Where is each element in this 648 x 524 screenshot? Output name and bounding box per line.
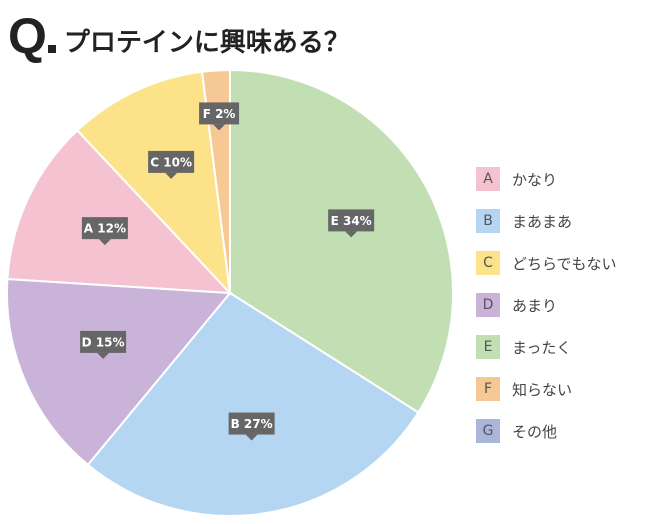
data-label-a: A 12%: [81, 217, 128, 246]
legend-item-d: D あまり: [476, 284, 617, 326]
question-text: プロテインに興味ある？: [63, 27, 350, 58]
data-label-pointer: [213, 124, 226, 131]
legend-item-e: E まったく: [476, 326, 617, 368]
legend-item-g: G その他: [476, 410, 617, 452]
pie-slice-b: [86, 291, 420, 517]
data-label-text: F 2%: [203, 107, 236, 121]
legend-label: かなり: [512, 170, 558, 189]
data-label-box: [81, 217, 128, 240]
legend-label: 知らない: [512, 380, 573, 399]
legend-label: どちらでもない: [512, 254, 617, 273]
data-label-e: E 34%: [328, 209, 375, 238]
legend-swatch: F: [476, 377, 500, 401]
data-label-box: [199, 102, 240, 125]
data-label-text: E 34%: [331, 214, 372, 228]
data-label-pointer: [345, 231, 358, 238]
legend-item-f: F 知らない: [476, 368, 617, 410]
data-label-f: F 2%: [199, 102, 240, 131]
legend-label: その他: [512, 422, 558, 441]
question-mark-q: Q: [8, 8, 47, 64]
legend-swatch: E: [476, 335, 500, 359]
data-label-text: D 15%: [82, 335, 125, 349]
data-label-pointer: [98, 239, 111, 246]
data-label-pointer: [97, 352, 110, 359]
data-label-pointer: [245, 434, 258, 441]
legend-label: あまり: [512, 296, 558, 315]
pie-slice-e: [229, 68, 454, 414]
legend-swatch: A: [476, 167, 500, 191]
chart-title: Q プロテインに興味ある？: [8, 8, 350, 64]
legend-swatch: B: [476, 209, 500, 233]
pie-slice-a: [6, 129, 233, 295]
legend-item-b: B まあまあ: [476, 200, 617, 242]
pie-slice-d: [6, 277, 233, 467]
data-label-b: B 27%: [228, 412, 275, 441]
legend-item-a: A かなり: [476, 158, 617, 200]
pie-slice-c: [75, 70, 232, 296]
data-label-d: D 15%: [80, 330, 127, 359]
chart-legend: A かなり B まあまあ C どちらでもない D あまり E まったく F 知らない G その他: [476, 158, 617, 452]
data-label-box: [148, 150, 195, 173]
legend-swatch: C: [476, 251, 500, 275]
legend-label: まあまあ: [512, 212, 573, 231]
data-label-pointer: [165, 172, 178, 179]
legend-swatch: G: [476, 419, 500, 443]
data-label-c: C 10%: [148, 150, 195, 179]
question-dot: [47, 45, 56, 53]
data-label-box: [328, 209, 375, 232]
legend-swatch: D: [476, 293, 500, 317]
data-label-text: A 12%: [84, 222, 126, 236]
legend-label: まったく: [512, 338, 572, 357]
data-label-box: [228, 412, 275, 435]
data-label-text: C 10%: [150, 155, 192, 169]
legend-item-c: C どちらでもない: [476, 242, 617, 284]
data-label-text: B 27%: [231, 417, 273, 431]
data-label-box: [80, 330, 127, 353]
